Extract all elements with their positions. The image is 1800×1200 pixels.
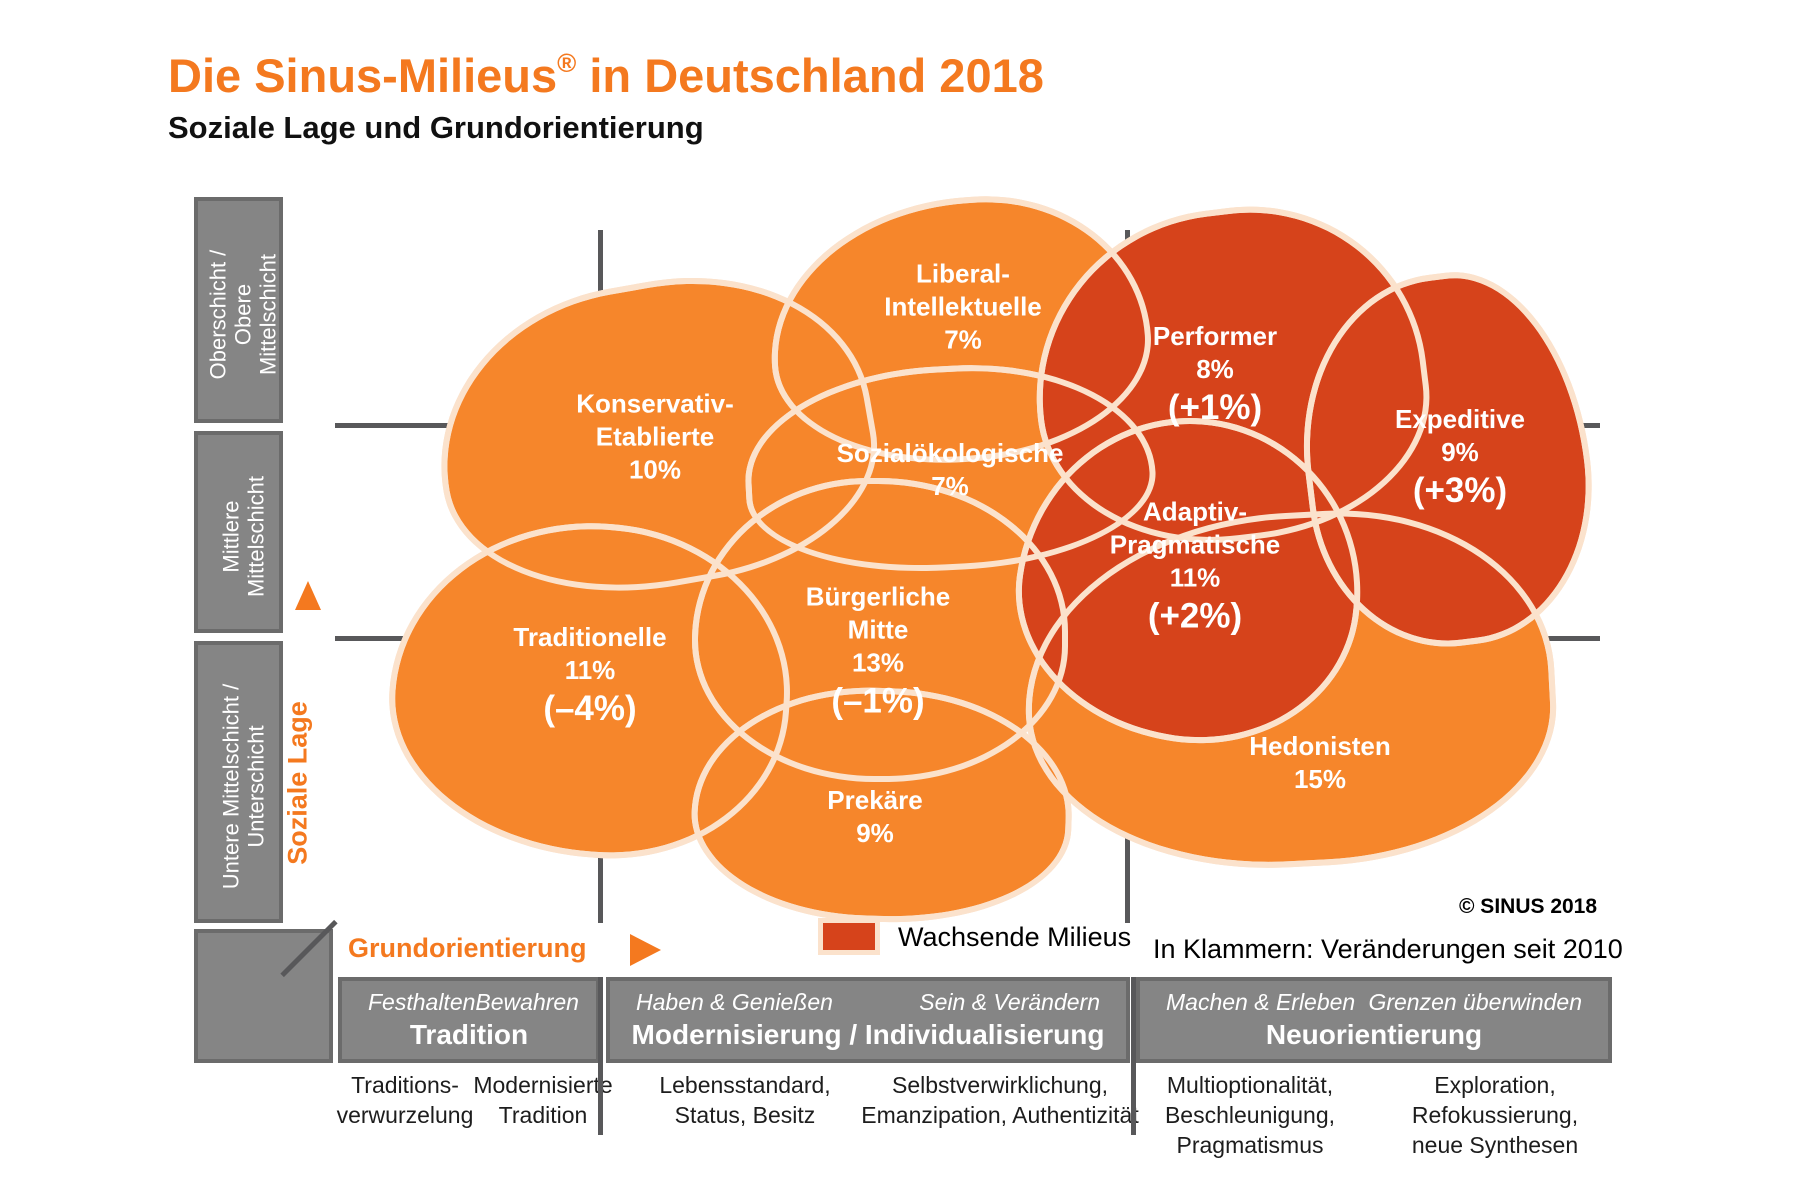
milieu-label-konservativ-etablierte: Konservativ- Etablierte 10% — [576, 388, 734, 487]
milieu-name: Bürgerliche Mitte — [805, 581, 951, 645]
milieu-percentage: 9% — [1441, 437, 1479, 467]
milieu-percentage: 9% — [856, 818, 894, 848]
milieu-delta: (–4%) — [543, 689, 637, 728]
milieu-percentage: 11% — [564, 655, 616, 685]
growing-milieus-label: Wachsende Milieus — [898, 922, 1132, 952]
orientation-grenzen-ueberwinden: Grenzen überwinden — [1368, 989, 1582, 1015]
copyright-notice: © SINUS 2018 — [1459, 895, 1598, 918]
milieu-label-hedonisten: Hedonisten 15% — [1249, 730, 1391, 796]
orientation-sein-veraendern: Sein & Verändern — [919, 989, 1100, 1015]
page-subtitle: Soziale Lage und Grundorientierung — [168, 110, 704, 145]
note-multioptionalitaet: Multioptionalität, Beschleunigung, Pragm… — [1164, 1072, 1336, 1158]
milieu-percentage: 7% — [944, 324, 982, 355]
right-arrow-icon — [630, 934, 661, 966]
title-rest: in Deutschland 2018 — [576, 49, 1044, 102]
milieu-name: Sozialökologische — [836, 438, 1064, 468]
up-arrow-icon — [295, 581, 321, 610]
page-title: Die Sinus-Milieus® in Deutschland 2018 — [168, 48, 1044, 103]
note-selbstverwirklichung: Selbstverwirklichung, Emanzipation, Auth… — [861, 1072, 1139, 1128]
y-axis-label: Soziale Lage — [281, 700, 312, 865]
milieu-name: Liberal- Intellektuelle — [884, 258, 1042, 322]
band-oberschicht: Oberschicht / Obere Mittelschicht — [194, 197, 283, 423]
milieu-outline-buergerliche-mitte — [692, 478, 1068, 782]
milieu-percentage: 11% — [1169, 562, 1221, 593]
segment-neuorientierung: Machen & Erleben Grenzen überwinden Neuo… — [1136, 977, 1612, 1063]
band-mittlere-mittelschicht: Mittlere Mittelschicht — [194, 431, 283, 633]
segment-title-tradition: Tradition — [409, 1018, 529, 1050]
milieu-name: Adaptiv- Pragmatische — [1109, 496, 1281, 560]
milieu-delta: (–1%) — [831, 681, 925, 721]
milieu-name: Hedonisten — [1249, 731, 1391, 761]
segment-modernisierung: Haben & Genießen Sein & Verändern Modern… — [606, 977, 1130, 1063]
x-axis-label: Grundorientierung — [348, 933, 587, 963]
orientation-row: Machen & Erleben Grenzen überwinden — [1140, 981, 1608, 1016]
milieu-delta: (+2%) — [1147, 596, 1243, 636]
registered-mark: ® — [557, 48, 577, 78]
milieu-delta: (+1%) — [1167, 388, 1263, 427]
segment-tradition: Festhalten Bewahren Tradition — [338, 977, 600, 1063]
y-axis-label-wrap: Soziale Lage — [277, 640, 317, 925]
segment-title-neuorientierung: Neuorientierung — [1265, 1018, 1483, 1050]
milieu-name: Traditionelle — [513, 622, 667, 652]
milieu-name: Konservativ- Etablierte — [576, 388, 734, 452]
milieu-label-performer: Performer 8% (+1%) — [1153, 320, 1277, 430]
orientation-festhalten: Festhalten — [368, 989, 476, 1015]
milieu-percentage: 15% — [1293, 764, 1347, 794]
milieu-name: Prekäre — [827, 785, 923, 815]
milieu-label-expeditive: Expeditive 9% (+3%) — [1395, 403, 1525, 513]
growing-milieus-swatch — [818, 918, 880, 955]
milieu-delta: (+3%) — [1412, 471, 1508, 510]
milieu-label-liberal-intellektuelle: Liberal- Intellektuelle 7% — [884, 258, 1042, 357]
milieu-percentage: 13% — [851, 647, 905, 678]
orientation-row: Festhalten Bewahren — [342, 981, 596, 1016]
orientation-haben-geniessen: Haben & Genießen — [636, 989, 833, 1015]
segment-title-modernisierung: Modernisierung / Individualisierung — [631, 1018, 1105, 1050]
milieu-label-traditionelle: Traditionelle 11% (–4%) — [513, 621, 666, 731]
title-main: Die Sinus-Milieus — [168, 49, 558, 102]
note-modernisierte-tradition: Modernisierte Tradition — [473, 1072, 613, 1128]
orientation-machen-erleben: Machen & Erleben — [1166, 989, 1356, 1015]
milieu-percentage: 8% — [1196, 354, 1234, 384]
note-lebensstandard: Lebensstandard, Status, Besitz — [659, 1072, 831, 1128]
segment-divider-2 — [1131, 977, 1136, 1135]
milieu-label-adaptiv-pragmatische: Adaptiv- Pragmatische 11% (+2%) — [1110, 496, 1281, 639]
parentheses-note: In Klammern: Veränderungen seit 2010 — [1153, 934, 1623, 964]
band-mittlere-label: Mittlere Mittelschicht — [217, 475, 268, 597]
milieu-name: Expeditive — [1394, 404, 1526, 434]
axis-corner-block — [194, 929, 333, 1063]
note-exploration: Exploration, Refokussierung, neue Synthe… — [1411, 1072, 1579, 1158]
milieu-label-buergerliche-mitte: Bürgerliche Mitte 13% (–1%) — [806, 581, 951, 724]
orientation-row: Haben & Genießen Sein & Verändern — [610, 981, 1126, 1016]
milieu-label-sozialoekologische: Sozialökologische 7% — [837, 437, 1064, 503]
milieu-name: Performer — [1152, 321, 1278, 351]
band-untere-mittelschicht: Untere Mittelschicht / Unterschicht — [194, 641, 283, 923]
milieu-percentage: 7% — [931, 471, 969, 501]
band-untere-label: Untere Mittelschicht / Unterschicht — [217, 683, 268, 889]
milieu-percentage: 10% — [628, 454, 682, 485]
segment-divider-1 — [598, 977, 603, 1135]
milieu-label-prekaere: Prekäre 9% — [827, 784, 922, 850]
note-traditionsverwurzelung: Traditions- verwurzelung — [336, 1072, 474, 1128]
orientation-bewahren: Bewahren — [475, 989, 579, 1015]
band-oberschicht-label: Oberschicht / Obere Mittelschicht — [205, 249, 280, 379]
